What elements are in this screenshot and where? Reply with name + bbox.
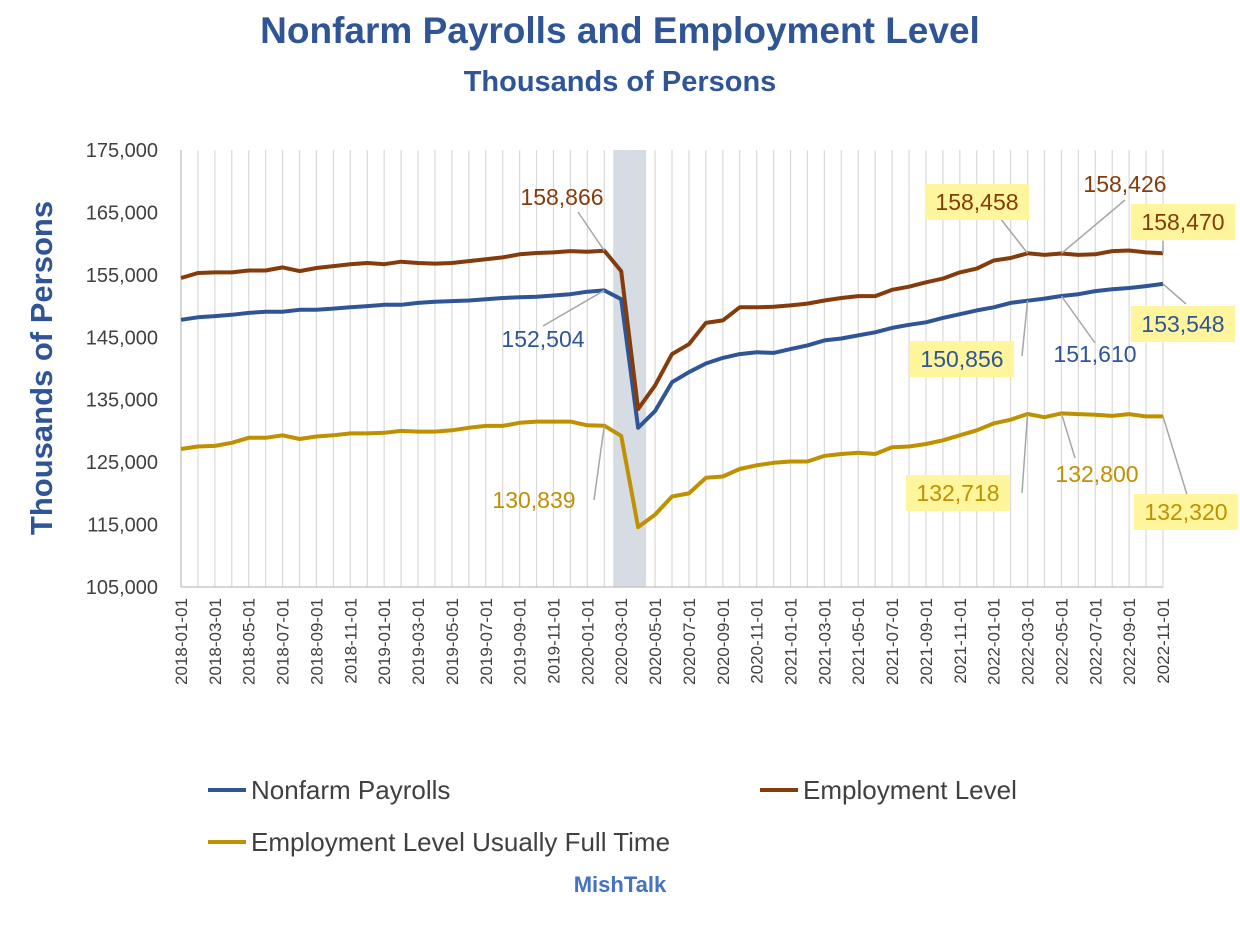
data-label: 153,548 — [1141, 311, 1224, 337]
label-leader-line — [1060, 295, 1096, 344]
x-tick-label: 2019-01-01 — [375, 598, 394, 685]
data-label: 150,856 — [920, 346, 1003, 372]
y-tick-label: 125,000 — [86, 452, 158, 474]
label-leader-line — [1021, 413, 1029, 494]
data-label: 152,504 — [501, 326, 584, 352]
label-leader-line — [1021, 300, 1029, 357]
y-axis-label: Thousands of Persons — [24, 201, 59, 535]
series-layer — [180, 248, 1164, 530]
legend-label: Nonfarm Payrolls — [251, 775, 450, 805]
x-tick-label: 2021-03-01 — [815, 598, 834, 685]
label-highlight — [924, 184, 1030, 220]
label-leader-line — [593, 425, 606, 501]
data-label: 158,866 — [520, 184, 603, 210]
data-label: 132,718 — [916, 480, 999, 506]
x-tick-label: 2018-07-01 — [274, 598, 293, 685]
x-tick-label: 2021-09-01 — [917, 598, 936, 685]
label-leader-line — [1162, 283, 1187, 305]
y-tick-label: 105,000 — [86, 577, 158, 599]
series-line-2 — [180, 411, 1163, 530]
x-tick-label: 2021-11-01 — [951, 598, 970, 684]
x-tick-label: 2019-03-01 — [409, 598, 428, 685]
x-tick-label: 2020-03-01 — [612, 598, 631, 685]
x-tick-label: 2022-09-01 — [1120, 598, 1139, 685]
x-tick-label: 2018-05-01 — [240, 598, 259, 685]
label-leader-line — [1060, 413, 1076, 459]
label-highlight — [1130, 204, 1236, 240]
x-tick-label: 2018-11-01 — [341, 598, 360, 684]
y-tick-label: 115,000 — [87, 515, 158, 537]
x-tick-label: 2021-07-01 — [883, 598, 902, 685]
x-tick-label: 2018-09-01 — [307, 598, 326, 685]
legend-label: Employment Level — [803, 775, 1017, 805]
x-tick-label: 2020-01-01 — [578, 598, 597, 685]
label-highlight — [905, 475, 1011, 511]
label-leader-line — [577, 211, 605, 252]
x-tick-label: 2022-05-01 — [1052, 598, 1071, 685]
label-highlight — [1130, 306, 1236, 342]
x-tick-label: 2019-07-01 — [477, 598, 496, 685]
label-leader-line — [542, 289, 605, 327]
x-tick-label: 2021-05-01 — [849, 598, 868, 685]
legend: Nonfarm Payrolls Employment Level Employme… — [208, 775, 1017, 857]
data-label: 132,320 — [1144, 499, 1227, 525]
data-label: 130,839 — [492, 487, 575, 513]
y-tick-label: 155,000 — [86, 265, 158, 287]
data-label: 158,426 — [1083, 171, 1166, 197]
label-leader-line — [1060, 199, 1126, 255]
x-tick-label: 2019-11-01 — [544, 598, 563, 684]
x-tick-label: 2020-11-01 — [748, 598, 767, 684]
data-label: 132,800 — [1055, 461, 1138, 487]
legend-label: Employment Level Usually Full Time — [251, 827, 670, 857]
y-tick-label: 135,000 — [86, 390, 158, 412]
x-tick-label: 2020-07-01 — [680, 598, 699, 685]
chart-subtitle: Thousands of Persons — [463, 66, 777, 98]
data-label: 158,470 — [1141, 209, 1224, 235]
x-tick-label: 2018-01-01 — [172, 598, 191, 685]
data-label: 158,458 — [935, 189, 1018, 215]
x-tick-label: 2020-09-01 — [714, 598, 733, 685]
y-tick-label: 145,000 — [86, 327, 158, 349]
x-tick-label: 2022-01-01 — [985, 598, 1004, 685]
x-tick-label: 2018-03-01 — [206, 598, 225, 685]
x-tick-label: 2021-01-01 — [782, 598, 801, 685]
series-line-0 — [180, 281, 1164, 430]
x-tick-label: 2019-09-01 — [511, 598, 530, 685]
x-tick-label: 2022-03-01 — [1019, 598, 1038, 685]
label-leader-line — [1162, 416, 1189, 499]
label-leader-line — [999, 217, 1029, 254]
chart-title: Nonfarm Payrolls and Employment Level — [260, 10, 980, 51]
x-tick-label: 2020-05-01 — [646, 598, 665, 685]
x-tick-label: 2022-07-01 — [1086, 598, 1105, 685]
axis-layer: 105,000 115,000 125,000 135,000 145,000 155,0… — [24, 140, 1173, 685]
label-highlight — [1133, 494, 1239, 530]
y-tick-label: 175,000 — [86, 140, 158, 162]
data-label: 151,610 — [1053, 341, 1136, 367]
x-tick-label: 2022-11-01 — [1154, 598, 1173, 684]
y-tick-label: 165,000 — [86, 202, 158, 224]
x-tick-label: 2019-05-01 — [443, 598, 462, 685]
series-line-1 — [180, 248, 1164, 412]
source-label: MishTalk — [573, 872, 667, 897]
label-highlight — [909, 341, 1015, 377]
